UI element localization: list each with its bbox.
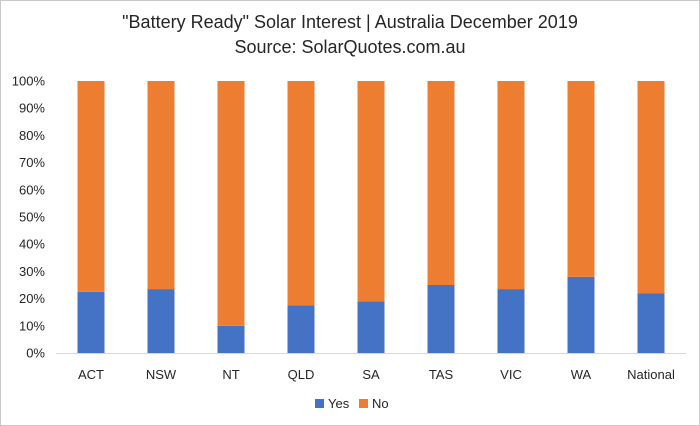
x-tick-label: TAS (429, 367, 454, 382)
x-tick-label: ACT (78, 367, 104, 382)
legend-swatch-yes (315, 399, 324, 408)
x-tick-label: National (627, 367, 675, 382)
bar-yes-nt (217, 325, 245, 353)
y-tick-label: 40% (19, 237, 45, 252)
bar-yes-qld (287, 305, 315, 353)
chart-title: "Battery Ready" Solar Interest | Austral… (122, 12, 578, 32)
y-tick-label: 20% (19, 291, 45, 306)
x-tick-label: VIC (500, 367, 522, 382)
bar-yes-act (77, 291, 105, 353)
bar-yes-wa (567, 276, 595, 353)
bar-yes-vic (497, 289, 525, 353)
legend: Yes No (315, 396, 389, 411)
bars (77, 81, 665, 353)
legend-swatch-no (359, 399, 368, 408)
bar-no-nt (217, 81, 245, 326)
y-tick-label: 0% (26, 346, 45, 361)
x-tick-label: WA (571, 367, 592, 382)
y-tick-label: 60% (19, 182, 45, 197)
x-axis: ACT NSW NT QLD SA TAS VIC WA National (56, 353, 686, 382)
legend-label-no: No (372, 396, 389, 411)
bar-yes-national (637, 293, 665, 353)
bar-no-sa (357, 81, 385, 302)
bar-no-vic (497, 81, 525, 290)
bar-yes-sa (357, 301, 385, 353)
y-tick-label: 90% (19, 101, 45, 116)
y-axis: 0% 10% 20% 30% 40% 50% 60% 70% 80% 90% 100% (12, 74, 46, 361)
bar-no-qld (287, 81, 315, 306)
chart-subtitle: Source: SolarQuotes.com.au (234, 37, 465, 57)
x-tick-label: NT (222, 367, 239, 382)
bar-no-nsw (147, 81, 175, 290)
x-tick-label: NSW (146, 367, 177, 382)
y-tick-label: 100% (12, 74, 46, 89)
y-tick-label: 50% (19, 210, 45, 225)
bar-no-national (637, 81, 665, 294)
bar-no-tas (427, 81, 455, 285)
bar-no-act (77, 81, 105, 292)
x-tick-label: QLD (288, 367, 315, 382)
y-tick-label: 10% (19, 318, 45, 333)
bar-yes-tas (427, 285, 455, 353)
y-tick-label: 80% (19, 128, 45, 143)
bar-no-wa (567, 81, 595, 277)
y-tick-label: 30% (19, 264, 45, 279)
bar-yes-nsw (147, 289, 175, 353)
x-tick-label: SA (362, 367, 380, 382)
legend-label-yes: Yes (328, 396, 350, 411)
y-tick-label: 70% (19, 155, 45, 170)
